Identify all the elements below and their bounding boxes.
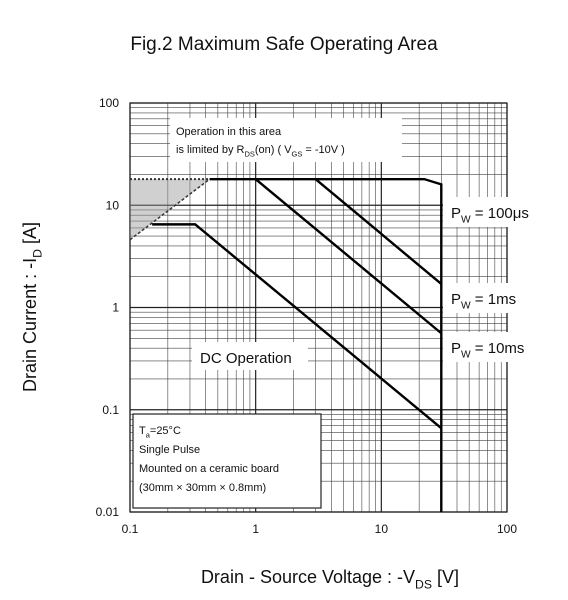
series-label-box bbox=[192, 342, 308, 370]
series-label: PW = 1ms bbox=[451, 291, 516, 312]
x-tick-label: 1 bbox=[252, 522, 259, 536]
condition: Single Pulse bbox=[139, 444, 200, 456]
series-label-box bbox=[443, 197, 548, 227]
annotation-part: is limited by R bbox=[176, 144, 245, 156]
y-axis-title: Drain Current : -ID [A] bbox=[20, 222, 44, 392]
series-label-box bbox=[443, 332, 548, 362]
y-tick-label: 1 bbox=[112, 301, 119, 315]
series-label-part: = 1ms bbox=[471, 291, 516, 308]
y-axis-title-part: D bbox=[30, 249, 44, 258]
series-label-part: = 100μs bbox=[471, 205, 529, 222]
condition-part: T bbox=[139, 425, 146, 437]
condition-part: a bbox=[146, 430, 151, 439]
series-label: PW = 100μs bbox=[451, 205, 529, 226]
x-axis-title-part: Drain - Source Voltage : -V bbox=[201, 567, 415, 587]
x-tick-label: 100 bbox=[497, 522, 517, 536]
annotation: Operation in this area bbox=[176, 126, 282, 138]
annotation: is limited by RDS(on) ( VGS = -10V ) bbox=[176, 144, 345, 158]
condition-part: Single Pulse bbox=[139, 444, 200, 456]
conditions-box bbox=[132, 413, 322, 509]
annotation-box bbox=[170, 118, 402, 162]
condition-part: =25°C bbox=[150, 425, 181, 437]
condition-part: Mounted on a ceramic board bbox=[139, 463, 279, 475]
annotation-part: Operation in this area bbox=[176, 126, 282, 138]
series-label-part: W bbox=[461, 350, 471, 361]
annotation-part: GS bbox=[292, 149, 303, 158]
y-tick-label: 100 bbox=[99, 96, 119, 110]
x-tick-label: 10 bbox=[375, 522, 389, 536]
y-axis-title-part: Drain Current : -I bbox=[20, 258, 40, 392]
chart-title: Fig.2 Maximum Safe Operating Area bbox=[130, 34, 438, 55]
annotation-part: = -10V ) bbox=[302, 144, 345, 156]
y-tick-label: 10 bbox=[106, 198, 120, 212]
series-label: PW = 10ms bbox=[451, 340, 524, 361]
y-tick-label: 0.01 bbox=[96, 505, 120, 519]
series-label-part: P bbox=[451, 205, 461, 222]
limit-line bbox=[129, 178, 211, 241]
condition-part: (30mm × 30mm × 0.8mm) bbox=[139, 482, 266, 494]
series-label-part: DC Operation bbox=[200, 350, 292, 367]
condition: Mounted on a ceramic board bbox=[139, 463, 279, 475]
annotation-part: (on) ( V bbox=[255, 144, 292, 156]
series-label-box bbox=[443, 283, 548, 313]
series-label-part: P bbox=[451, 291, 461, 308]
condition: (30mm × 30mm × 0.8mm) bbox=[139, 482, 266, 494]
x-axis-title-part: DS bbox=[415, 577, 432, 591]
soa-line bbox=[152, 223, 443, 430]
soa-line bbox=[254, 178, 443, 335]
condition: Ta=25°C bbox=[139, 425, 181, 439]
soa-line bbox=[314, 178, 443, 285]
y-tick-label: 0.1 bbox=[102, 403, 119, 417]
series-label-part: W bbox=[461, 301, 471, 312]
x-axis-title-part: [V] bbox=[432, 567, 459, 587]
y-axis-title-part: [A] bbox=[20, 222, 40, 249]
x-tick-label: 0.1 bbox=[122, 522, 139, 536]
series-label-part: W bbox=[461, 215, 471, 226]
x-axis-title: Drain - Source Voltage : -VDS [V] bbox=[201, 567, 459, 591]
series-label-part: = 10ms bbox=[471, 340, 525, 357]
annotation-part: DS bbox=[244, 149, 254, 158]
series-label: DC Operation bbox=[200, 350, 292, 367]
series-label-part: P bbox=[451, 340, 461, 357]
